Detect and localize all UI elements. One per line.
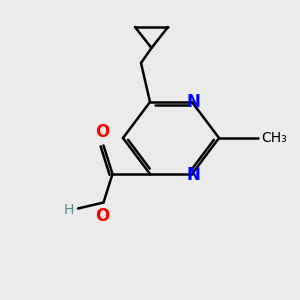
- Text: CH₃: CH₃: [262, 131, 287, 145]
- Text: N: N: [187, 167, 200, 184]
- Text: N: N: [187, 93, 200, 111]
- Text: O: O: [95, 207, 109, 225]
- Text: O: O: [95, 123, 109, 141]
- Text: H: H: [64, 203, 74, 217]
